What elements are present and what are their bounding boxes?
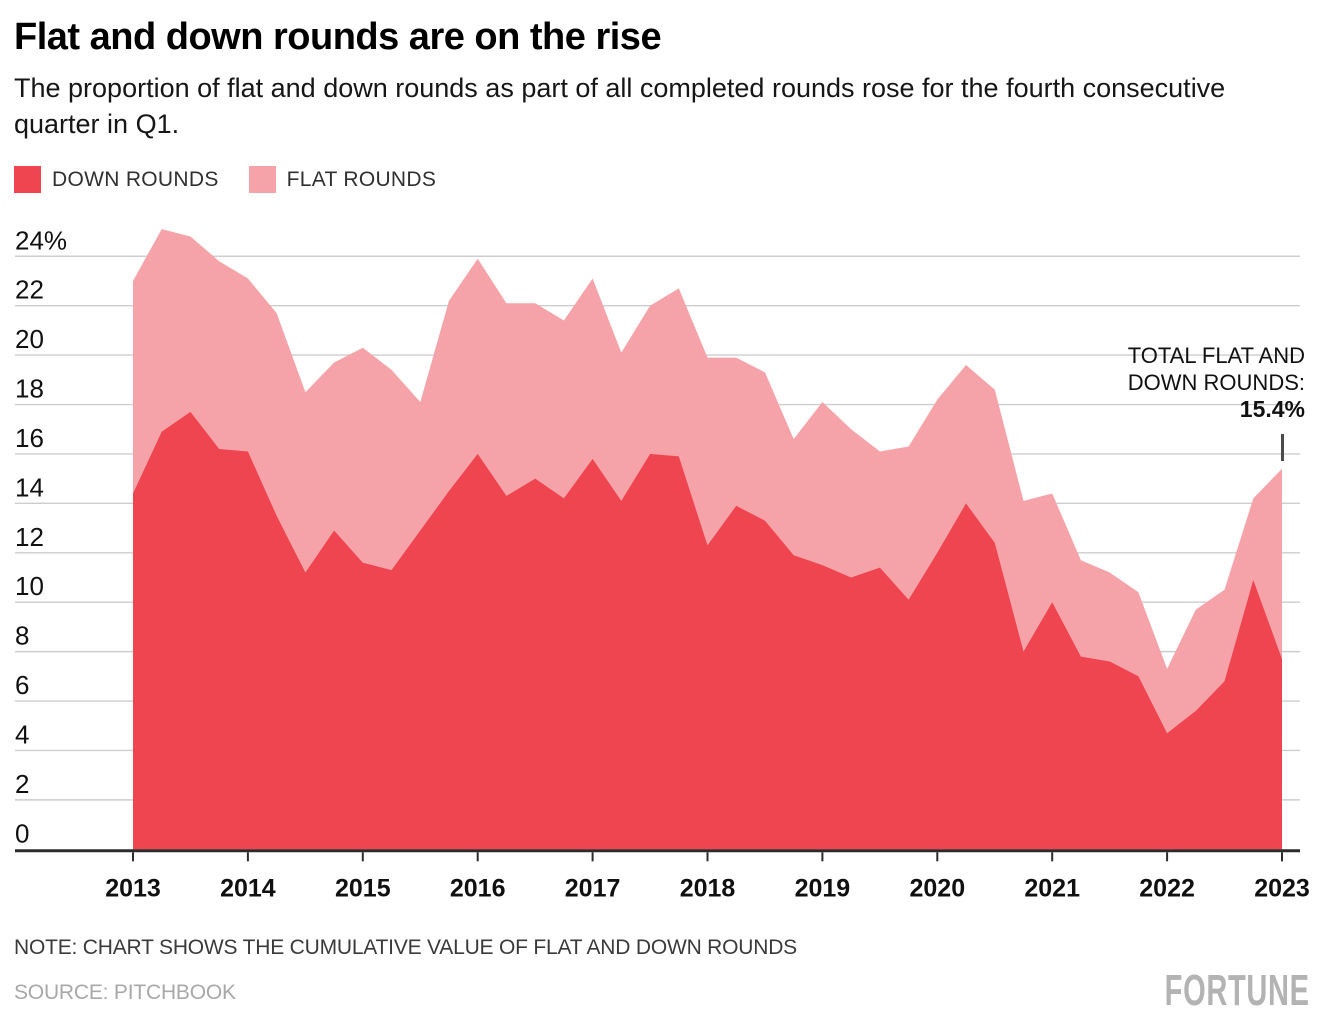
annotation-line-2: DOWN ROUNDS: [1127,370,1305,395]
y-tick-label: 2 [15,769,29,799]
x-tick-label: 2015 [335,874,391,902]
y-tick-label: 24% [15,225,67,255]
down-rounds-area [133,411,1282,850]
legend: DOWN ROUNDS FLAT ROUNDS [14,166,466,193]
legend-item-down-rounds: DOWN ROUNDS [14,166,219,193]
down-rounds-swatch [14,166,41,193]
flat-rounds-swatch [248,166,276,193]
x-tick-label: 2017 [565,874,621,902]
x-tick-label: 2016 [450,874,506,902]
y-tick-label: 18 [15,374,44,404]
fortune-logo: FORTUNE [1165,966,1310,1015]
x-tick-label: 2023 [1254,874,1310,902]
y-tick-label: 22 [15,275,44,305]
chart-note: NOTE: CHART SHOWS THE CUMULATIVE VALUE O… [14,936,797,959]
x-tick-label: 2022 [1139,874,1195,902]
y-tick-label: 4 [15,719,29,749]
y-tick-label: 6 [15,670,29,700]
annotation-total-flat-and-down: TOTAL FLAT AND DOWN ROUNDS: 15.4% [1128,342,1305,423]
x-tick-label: 2019 [795,874,851,902]
y-tick-label: 14 [15,472,44,502]
page-title: Flat and down rounds are on the rise [14,16,662,58]
x-tick-label: 2021 [1024,874,1080,902]
y-tick-label: 20 [15,324,44,354]
page-subtitle: The proportion of flat and down rounds a… [14,73,1226,139]
legend-label-flat-rounds: FLAT ROUNDS [286,167,437,191]
x-tick-label: 2014 [220,874,276,902]
annotation-pointer-tick [1281,434,1284,461]
y-tick-label: 12 [15,522,44,552]
x-tick-label: 2018 [680,874,736,902]
y-tick-label: 8 [15,621,29,651]
chart-source: SOURCE: PITCHBOOK [14,981,236,1004]
legend-item-flat-rounds: FLAT ROUNDS [248,166,437,193]
legend-label-down-rounds: DOWN ROUNDS [52,167,219,191]
x-tick-label: 2013 [105,874,161,902]
y-tick-label: 10 [15,571,44,601]
y-tick-label: 16 [15,423,44,453]
y-tick-label: 0 [15,818,29,848]
annotation-value: 15.4% [1239,396,1305,422]
annotation-line-1: TOTAL FLAT AND [1127,343,1305,368]
x-tick-label: 2020 [909,874,965,902]
